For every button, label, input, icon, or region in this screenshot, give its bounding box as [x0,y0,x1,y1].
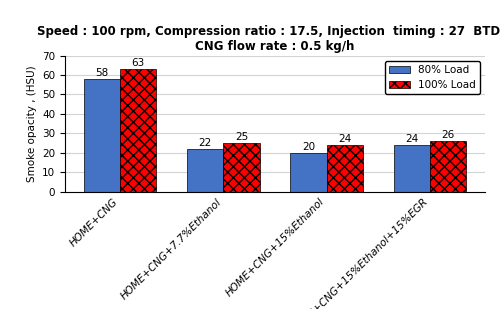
Bar [84,79,120,192]
Bar [224,143,260,192]
Legend: 80% Load, 100% Load: 80% Load, 100% Load [384,61,480,94]
Bar [120,69,156,192]
Bar [430,141,466,192]
Text: 26: 26 [441,130,454,140]
Bar [326,145,362,192]
Y-axis label: Smoke opacity , (HSU): Smoke opacity , (HSU) [26,65,36,182]
Text: 24: 24 [338,134,351,144]
Text: 58: 58 [96,68,109,78]
Text: 25: 25 [235,132,248,142]
Bar [290,153,326,192]
Bar [394,145,430,192]
Text: 20: 20 [302,142,315,152]
Bar [188,149,224,192]
Title: Speed : 100 rpm, Compression ratio : 17.5, Injection  timing : 27  BTDC,
CNG flo: Speed : 100 rpm, Compression ratio : 17.… [37,25,500,53]
Text: 24: 24 [405,134,418,144]
Text: 22: 22 [198,138,212,148]
Text: 63: 63 [132,58,145,68]
